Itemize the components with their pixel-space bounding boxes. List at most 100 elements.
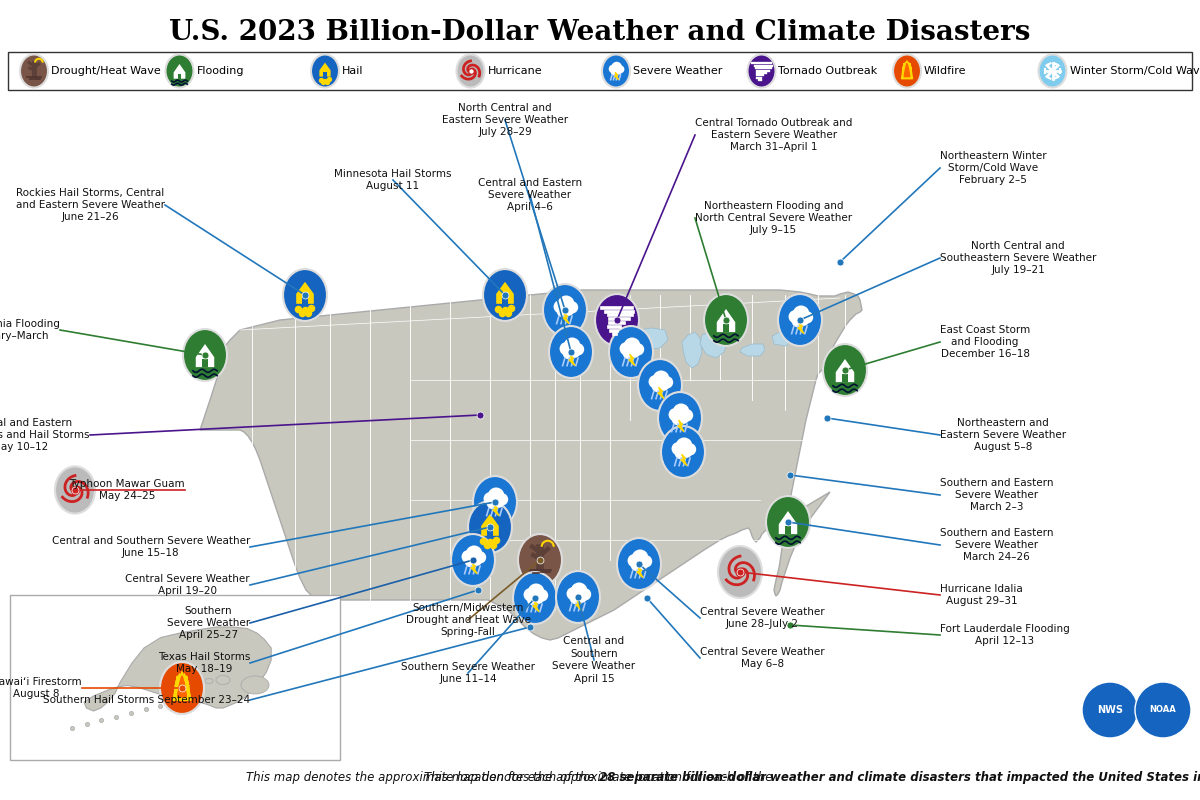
- Circle shape: [566, 301, 578, 314]
- Text: Northeastern Flooding and
North Central Severe Weather
July 9–15: Northeastern Flooding and North Central …: [695, 201, 852, 235]
- Ellipse shape: [550, 326, 593, 378]
- Circle shape: [611, 68, 618, 76]
- Circle shape: [617, 66, 624, 74]
- Ellipse shape: [718, 546, 762, 598]
- Circle shape: [563, 347, 575, 359]
- Circle shape: [533, 592, 545, 604]
- Circle shape: [674, 447, 686, 459]
- Circle shape: [793, 306, 810, 322]
- Polygon shape: [798, 322, 804, 334]
- Polygon shape: [901, 61, 913, 78]
- Text: Southern Hail Storms September 23–24: Southern Hail Storms September 23–24: [43, 695, 250, 705]
- Bar: [8, 52, 1192, 90]
- Ellipse shape: [482, 269, 527, 321]
- Text: North Central and
Eastern Severe Weather
July 28–29: North Central and Eastern Severe Weather…: [442, 102, 568, 138]
- Circle shape: [653, 370, 670, 387]
- Circle shape: [673, 403, 690, 420]
- Ellipse shape: [311, 54, 340, 87]
- Ellipse shape: [638, 359, 682, 411]
- Polygon shape: [296, 282, 314, 304]
- Text: Southern and Eastern
Severe Weather
March 24–26: Southern and Eastern Severe Weather Marc…: [940, 528, 1054, 562]
- Ellipse shape: [451, 534, 496, 586]
- Circle shape: [466, 546, 482, 562]
- Circle shape: [528, 583, 545, 600]
- Polygon shape: [178, 676, 186, 697]
- Text: Wildfire: Wildfire: [924, 66, 966, 76]
- Circle shape: [484, 492, 497, 506]
- Ellipse shape: [518, 534, 562, 586]
- Circle shape: [614, 67, 622, 74]
- Ellipse shape: [473, 476, 517, 528]
- Text: Hurricane: Hurricane: [487, 66, 542, 76]
- Text: NOAA: NOAA: [1150, 706, 1176, 714]
- Ellipse shape: [283, 269, 326, 321]
- Circle shape: [680, 446, 692, 458]
- Polygon shape: [196, 344, 215, 367]
- Ellipse shape: [160, 662, 204, 714]
- Text: Southern/Midwestern
Drought and Heat Wave
Spring-Fall: Southern/Midwestern Drought and Heat Wav…: [406, 602, 530, 638]
- Circle shape: [611, 62, 622, 73]
- Circle shape: [496, 493, 509, 506]
- Polygon shape: [680, 454, 686, 466]
- Circle shape: [474, 551, 486, 563]
- Text: This map denotes the approximate location for each of the: This map denotes the approximate locatio…: [424, 771, 776, 785]
- Text: This map denotes the approximate location for each of the: This map denotes the approximate locatio…: [246, 771, 598, 785]
- Text: Southern
Severe Weather
April 25–27: Southern Severe Weather April 25–27: [167, 606, 250, 640]
- Text: Texas Hail Storms
May 18–19: Texas Hail Storms May 18–19: [157, 652, 250, 674]
- Text: Central and
Southern
Severe Weather
April 15: Central and Southern Severe Weather Apri…: [552, 637, 636, 683]
- Bar: [487, 530, 493, 536]
- Circle shape: [631, 559, 643, 571]
- Ellipse shape: [241, 676, 269, 694]
- Ellipse shape: [748, 54, 775, 87]
- Text: Southern Severe Weather
June 11–14: Southern Severe Weather June 11–14: [401, 662, 535, 684]
- Text: North Central and
Southeastern Severe Weather
July 19–21: North Central and Southeastern Severe We…: [940, 241, 1097, 275]
- Circle shape: [462, 550, 475, 563]
- Ellipse shape: [542, 284, 587, 336]
- Text: Central and Eastern
Tornadoes and Hail Storms
May 10–12: Central and Eastern Tornadoes and Hail S…: [0, 418, 90, 452]
- Polygon shape: [835, 359, 854, 382]
- Circle shape: [800, 311, 814, 323]
- Bar: [503, 297, 508, 304]
- Circle shape: [628, 554, 641, 567]
- Ellipse shape: [704, 294, 748, 346]
- Ellipse shape: [216, 675, 230, 685]
- Ellipse shape: [778, 294, 822, 346]
- Text: Hail: Hail: [342, 66, 364, 76]
- Text: 28 separate billion-dollar weather and climate disasters that impacted the Unite: 28 separate billion-dollar weather and c…: [599, 771, 1200, 785]
- Polygon shape: [481, 514, 499, 536]
- Text: Flooding: Flooding: [197, 66, 244, 76]
- Ellipse shape: [182, 329, 227, 381]
- Circle shape: [487, 487, 504, 504]
- Circle shape: [487, 497, 499, 510]
- Circle shape: [640, 555, 653, 567]
- Circle shape: [1135, 682, 1190, 738]
- Circle shape: [676, 438, 692, 454]
- Polygon shape: [84, 627, 271, 711]
- Text: Severe Weather: Severe Weather: [634, 66, 722, 76]
- Circle shape: [619, 342, 632, 355]
- Polygon shape: [740, 344, 766, 356]
- Circle shape: [559, 342, 572, 355]
- Circle shape: [492, 496, 504, 508]
- Polygon shape: [493, 504, 499, 516]
- Text: Fort Lauderdale Flooding
April 12–13: Fort Lauderdale Flooding April 12–13: [940, 624, 1069, 646]
- Circle shape: [536, 589, 548, 602]
- Polygon shape: [637, 566, 643, 578]
- Circle shape: [668, 408, 682, 422]
- Text: Typhoon Mawar Guam
May 24–25: Typhoon Mawar Guam May 24–25: [70, 478, 185, 501]
- Polygon shape: [470, 562, 476, 574]
- Text: Hurricane Idalia
August 29–31: Hurricane Idalia August 29–31: [940, 584, 1022, 606]
- Polygon shape: [658, 387, 664, 398]
- Ellipse shape: [188, 683, 194, 687]
- Bar: [302, 297, 307, 304]
- Text: Drought/Heat Wave: Drought/Heat Wave: [50, 66, 161, 76]
- Circle shape: [788, 310, 802, 323]
- Ellipse shape: [617, 538, 661, 590]
- Circle shape: [527, 593, 539, 606]
- Bar: [785, 526, 791, 534]
- Polygon shape: [905, 63, 910, 77]
- Circle shape: [572, 343, 584, 355]
- Ellipse shape: [661, 426, 706, 478]
- Ellipse shape: [766, 496, 810, 548]
- Bar: [178, 74, 181, 78]
